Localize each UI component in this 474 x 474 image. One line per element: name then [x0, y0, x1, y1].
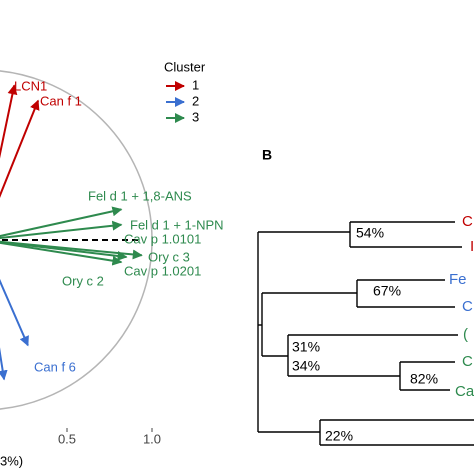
- loading-arrow: [0, 347, 8, 381]
- bootstrap-label: 67%: [373, 283, 401, 299]
- panel-label: B: [262, 147, 272, 163]
- arrow-label: Ory c 2: [62, 273, 104, 288]
- x-tick-label: 0.5: [58, 431, 76, 446]
- legend-title: Cluster: [164, 59, 206, 74]
- arrow-label: LCN1: [14, 78, 47, 93]
- bootstrap-label: 34%: [292, 358, 320, 374]
- bootstrap-label: 82%: [410, 371, 438, 387]
- leaf-label: (: [463, 326, 468, 343]
- leaf-label: Fe: [449, 271, 467, 288]
- bootstrap-label: 31%: [292, 339, 320, 355]
- loading-arrow: [0, 278, 29, 347]
- arrow-label: Cav p 1.0201: [124, 263, 201, 278]
- leaf-label: C: [462, 213, 473, 230]
- loading-arrow: [0, 206, 123, 238]
- arrow-label: Can f 1: [40, 93, 82, 108]
- loading-arrow: [0, 241, 128, 261]
- loading-arrow: [0, 84, 18, 159]
- leaf-label: Ca: [455, 383, 474, 400]
- x-tick-label: 1.0: [143, 431, 161, 446]
- legend-label: 3: [192, 109, 199, 124]
- arrow-label: Fel d 1 + 1,8-ANS: [88, 188, 192, 203]
- legend-label: 2: [192, 93, 199, 108]
- arrow-label: Ory c 3: [148, 249, 190, 264]
- loading-arrow: [0, 99, 40, 198]
- legend-label: 1: [192, 77, 199, 92]
- unit-circle: [0, 70, 153, 410]
- leaf-label: C: [462, 353, 473, 370]
- bootstrap-label: 22%: [325, 428, 353, 444]
- x-axis-label: 3%): [0, 453, 23, 468]
- leaf-label: C: [462, 298, 473, 315]
- dendrogram-branches: [257, 221, 474, 446]
- arrow-label: Cav p 1.0101: [124, 231, 201, 246]
- loading-arrow: [0, 240, 143, 260]
- loading-arrow: [0, 220, 123, 240]
- bootstrap-label: 54%: [356, 225, 384, 241]
- arrow-label: Can f 6: [34, 359, 76, 374]
- arrow-label: Fel d 1 + 1-NPN: [130, 217, 224, 232]
- leaf-label: I: [470, 238, 474, 255]
